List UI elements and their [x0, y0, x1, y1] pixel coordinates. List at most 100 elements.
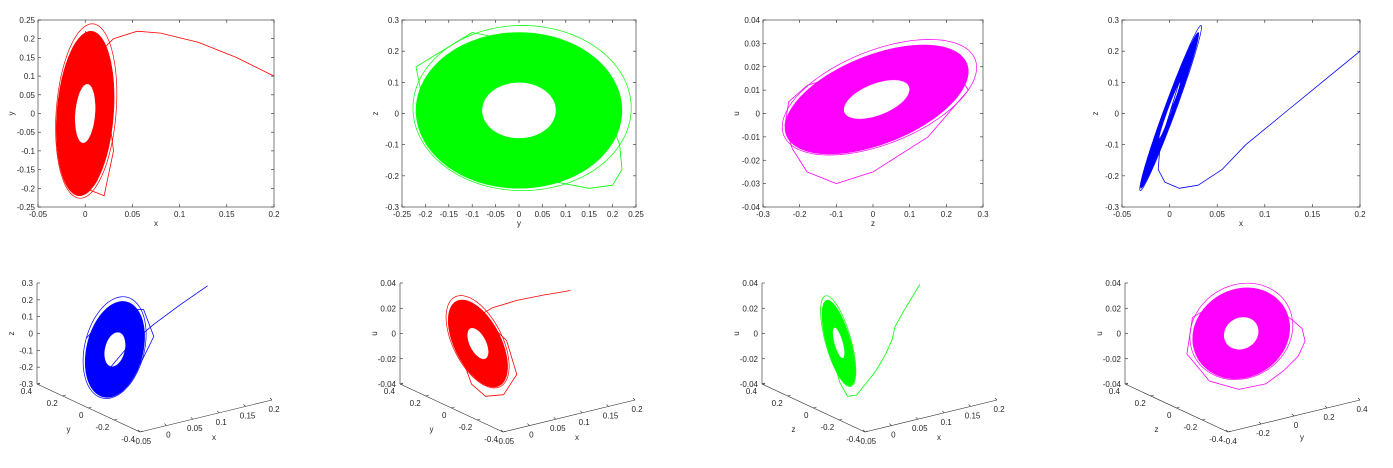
x-tick-label: -0.15: [440, 210, 459, 219]
tick: [579, 410, 583, 414]
subplot-3: -0.3 -0.2 -0.1 0 0.1 0.2 0.3 -0.04 -0.03 -0.02 -0.…: [732, 16, 989, 228]
y-tick-label: 0.2: [1108, 47, 1120, 56]
y-tick-label: 0.1: [1108, 78, 1120, 87]
tick: [137, 429, 141, 433]
attractor-band: [821, 299, 856, 386]
outer-loop-trace: [55, 23, 118, 199]
tick-label: 0.05: [550, 424, 566, 433]
tick: [164, 423, 167, 426]
y-tick-label: 0.15: [19, 53, 35, 62]
x-tick-label: 0.2: [268, 210, 280, 219]
x-tick-label: -0.25: [393, 210, 412, 219]
tick-label: 0.04: [1105, 279, 1121, 288]
x-tick-label: 0.15: [581, 210, 597, 219]
tick-label: -0.05: [858, 437, 877, 446]
y-tick-label: 0: [1115, 110, 1120, 119]
tick: [502, 430, 507, 433]
tick-label: -0.02: [378, 355, 397, 364]
tick-label: 0.2: [47, 399, 59, 408]
tick-label: 0.2: [1323, 413, 1335, 422]
subplot-5: -0.05 0 0.05 0.1 0.15 0.2 -0.4 -0.2 0 0.2 0.4-0.3 -…: [7, 279, 280, 446]
subplot-8: -0.4-0.200.20.4-0.4-0.200.20.4-0.04-0.02…: [1095, 279, 1368, 446]
tick-label: 0.02: [380, 304, 396, 313]
outer-loop-trace: [1189, 282, 1294, 380]
y-tick-label: 0.3: [1108, 16, 1120, 25]
tick: [190, 416, 194, 420]
tick: [451, 406, 455, 409]
x-tick-label: 0.05: [535, 210, 551, 219]
axis-label-x: x: [212, 433, 216, 442]
subplot-2: -0.25 -0.2 -0.15 -0.1 -0.05 0 0.05 0.1 0.15 0.2 0.…: [371, 16, 644, 228]
tick: [527, 423, 530, 426]
tick-label: -0.05: [133, 437, 152, 446]
y-tick-label: 0.05: [19, 91, 35, 100]
y-tick-label: -0.2: [21, 184, 35, 193]
tick-label: 0.02: [742, 304, 758, 313]
y-tick-label: -0.15: [17, 166, 36, 175]
y-axis-label: u: [732, 111, 741, 115]
x-tick-label: 0.15: [219, 210, 235, 219]
y-tick-label: -0.25: [17, 203, 36, 212]
attractor-band: [415, 32, 623, 189]
tick: [813, 406, 817, 409]
tick: [1202, 418, 1206, 421]
x-tick-label: 0.1: [560, 210, 572, 219]
x-tick-label: 0.2: [941, 210, 953, 219]
tick: [915, 416, 919, 420]
y-axis-label: z: [1091, 112, 1100, 116]
tick: [864, 430, 869, 433]
x-tick-label: 0.2: [1354, 210, 1366, 219]
tick-label: 0.2: [1135, 399, 1147, 408]
tick-label: -0.2: [19, 363, 33, 372]
tick-label: 0.15: [240, 411, 256, 420]
y-tick-label: -0.01: [742, 133, 761, 142]
tick: [114, 418, 118, 421]
x-tick-label: 0.1: [174, 210, 186, 219]
axis-label-x: x: [937, 433, 941, 442]
tick-label: -0.02: [740, 355, 759, 364]
subplot-4: -0.05 0 0.05 0.1 0.15 0.2 -0.3 -0.2 -0.1 0 0.1 0.2 0…: [1091, 16, 1366, 228]
tick: [477, 418, 481, 421]
axis-label-x: x: [575, 433, 579, 442]
tick-label: 0: [166, 431, 171, 440]
x-axis-line: [139, 399, 273, 433]
transient-trajectory: [449, 290, 571, 397]
y-tick-label: -0.1: [21, 147, 35, 156]
tick-label: 0: [1117, 330, 1122, 339]
tick-label: 0: [392, 330, 397, 339]
tick-label: 0.2: [993, 405, 1005, 414]
tick: [1150, 394, 1154, 397]
tick: [941, 410, 945, 414]
x-tick-label: 0.05: [1209, 210, 1225, 219]
tick: [968, 404, 971, 407]
x-tick-label: 0.25: [628, 210, 644, 219]
tick-label: 0.05: [187, 424, 203, 433]
tick-label: 0: [1294, 421, 1299, 430]
subplot-6: -0.05 0 0.05 0.1 0.15 0.2 -0.4 -0.2 0 0.2 0.4-0.04…: [370, 279, 643, 446]
tick: [1227, 430, 1232, 433]
tick: [139, 430, 144, 433]
transient-trajectory: [1186, 293, 1306, 390]
tick-label: -0.2: [820, 423, 834, 432]
y-axis-label: y: [7, 112, 16, 116]
tick-label: 0: [1167, 411, 1172, 420]
tick-label: 0: [891, 431, 896, 440]
tick-label: -0.4: [484, 435, 498, 444]
tick-label: -0.04: [378, 380, 397, 389]
axis-label-y: y: [430, 425, 434, 434]
attractor-band: [784, 44, 969, 155]
x-tick-label: -0.1: [465, 210, 479, 219]
tick: [62, 394, 66, 397]
outer-loop-trace: [412, 25, 632, 191]
y-tick-label: 0.1: [388, 78, 400, 87]
attractor-band: [1140, 32, 1199, 189]
y-tick-label: 0: [756, 110, 761, 119]
tick-label: 0: [804, 411, 809, 420]
tick-label: -0.3: [19, 380, 33, 389]
x-tick-label: -0.05: [486, 210, 505, 219]
x-tick-label: 0: [517, 210, 522, 219]
tick-label: 0.1: [579, 418, 591, 427]
attractor-band: [56, 30, 115, 197]
tick: [606, 404, 609, 407]
tick-label: -0.05: [496, 437, 515, 446]
